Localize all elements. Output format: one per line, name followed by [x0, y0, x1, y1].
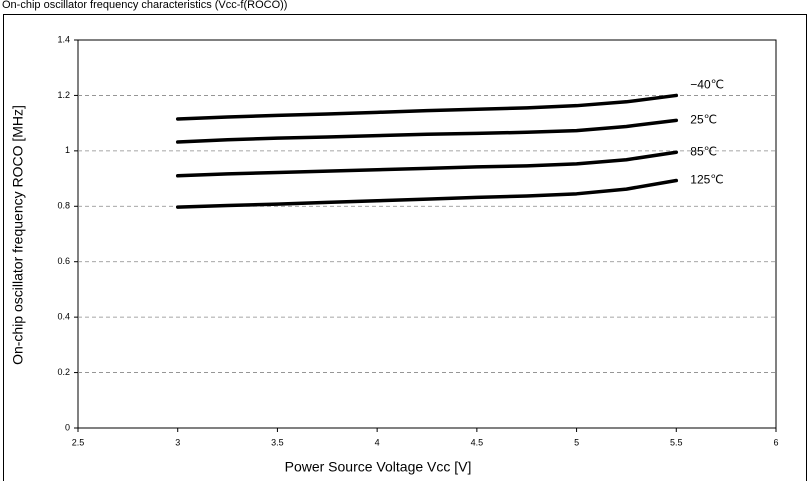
y-tick-label: 0.4 — [57, 312, 70, 322]
series-label: 125℃ — [690, 173, 724, 187]
x-tick-label: 6 — [773, 437, 778, 447]
y-tick-label: 1 — [65, 145, 70, 155]
y-tick-label: 0.8 — [57, 201, 70, 211]
x-tick-label: 4 — [375, 437, 380, 447]
series-label: 25℃ — [690, 113, 717, 127]
frame — [3, 14, 807, 485]
x-tick-label: 4.5 — [471, 437, 484, 447]
y-tick-label: 1.2 — [57, 90, 70, 100]
x-axis-title: Power Source Voltage Vcc [V] — [285, 459, 472, 475]
series-line — [175, 93, 679, 121]
chart-title: On-chip oscillator frequency characteris… — [2, 0, 287, 11]
x-tick-label: 5 — [574, 437, 579, 447]
plot-area — [77, 39, 777, 429]
y-tick-label: 1.4 — [57, 34, 70, 44]
series-label: −40℃ — [690, 78, 724, 92]
series-line — [175, 150, 679, 178]
series-label: 85℃ — [690, 144, 717, 158]
series-line — [175, 118, 679, 144]
y-tick-label: 0.2 — [57, 367, 70, 377]
x-tick-label: 3.5 — [271, 437, 284, 447]
x-tick-label: 5.5 — [670, 437, 683, 447]
series-line — [175, 178, 679, 209]
x-tick-label: 3 — [175, 437, 180, 447]
x-tick-label: 2.5 — [72, 437, 85, 447]
y-tick-label: 0 — [65, 422, 70, 432]
y-tick-label: 0.6 — [57, 256, 70, 266]
y-axis-title: On-chip oscillator frequency ROCO [MHz] — [10, 105, 26, 365]
